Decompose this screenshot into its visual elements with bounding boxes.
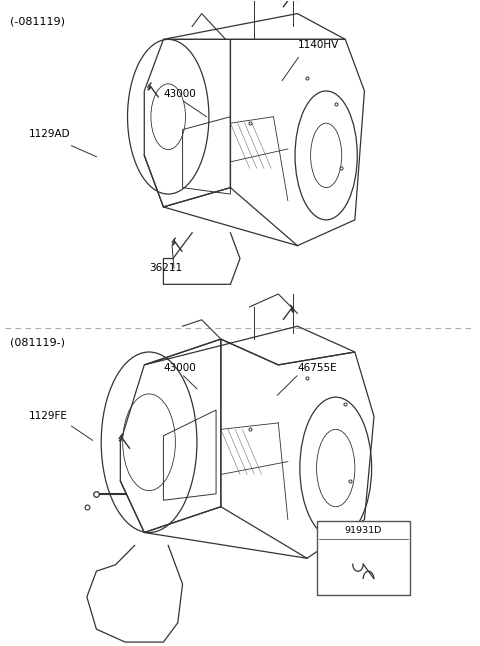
Text: 1140HV: 1140HV (298, 39, 339, 50)
Text: 46755E: 46755E (298, 363, 337, 373)
Text: (-081119): (-081119) (10, 17, 65, 27)
Text: 36211: 36211 (149, 263, 182, 273)
Text: 43000: 43000 (163, 363, 196, 373)
Text: (081119-): (081119-) (10, 337, 65, 347)
Text: 1129FE: 1129FE (28, 411, 67, 421)
Text: 1129AD: 1129AD (28, 129, 70, 140)
Bar (317, 521, 410, 595)
Text: 43000: 43000 (163, 89, 196, 99)
Text: 91931D: 91931D (345, 526, 382, 535)
